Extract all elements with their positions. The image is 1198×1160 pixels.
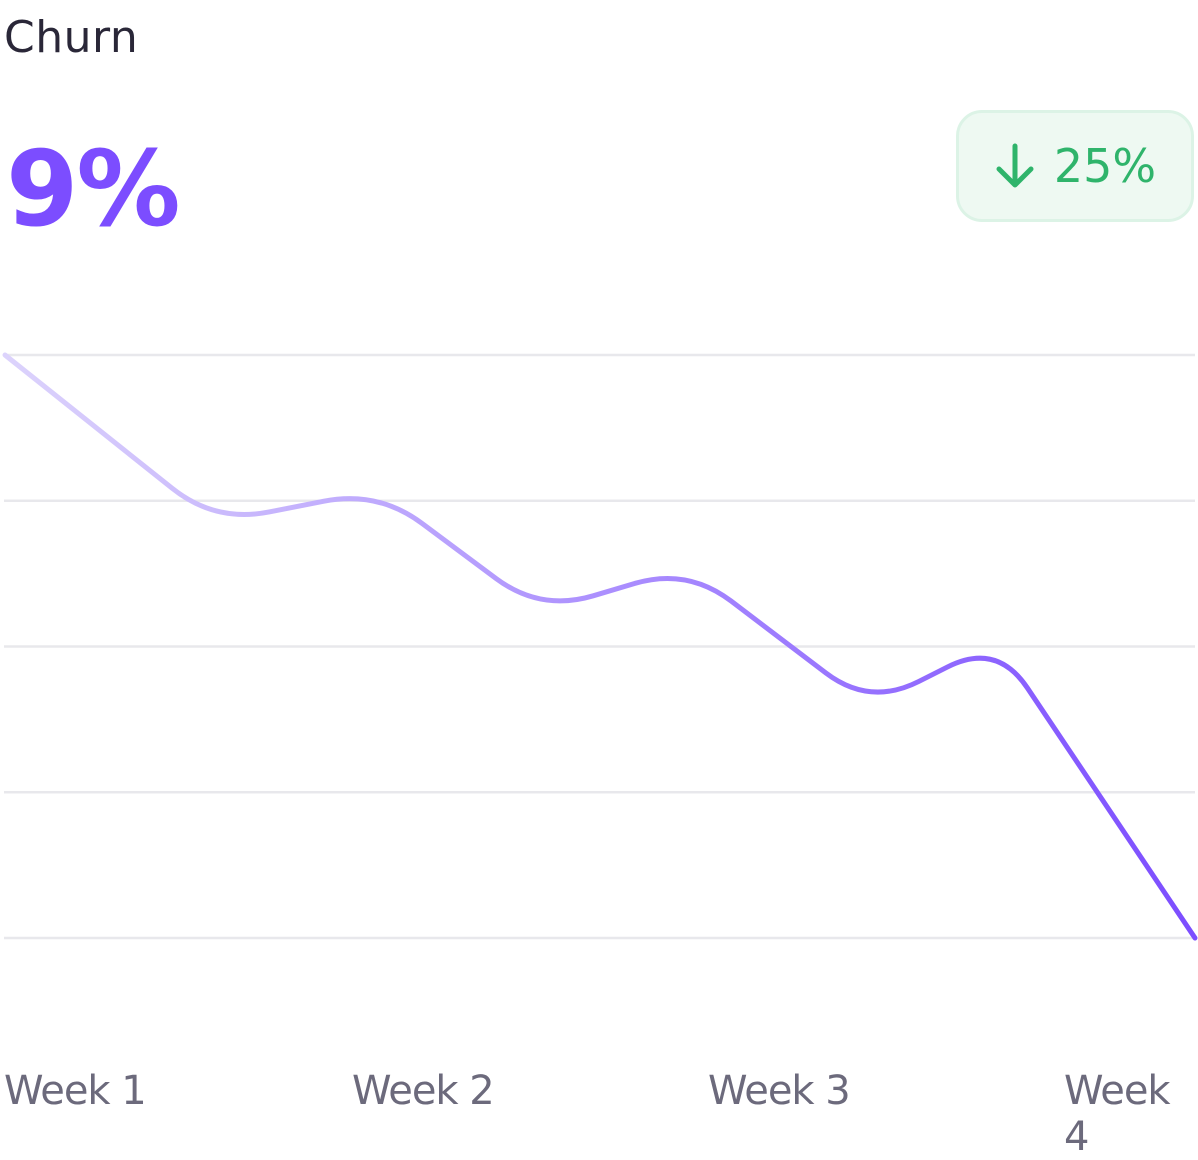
x-tick-label: Week 4	[1064, 1068, 1171, 1160]
card-title: Churn	[4, 12, 139, 63]
change-value: 25%	[1053, 139, 1157, 193]
change-badge: 25%	[956, 110, 1194, 222]
x-tick-label: Week 1	[4, 1068, 147, 1114]
arrow-down-icon	[996, 143, 1034, 188]
series-line	[2, 352, 1198, 941]
metric-value: 9%	[6, 128, 181, 250]
x-tick-label: Week 3	[708, 1068, 851, 1114]
line-chart	[2, 352, 1198, 941]
x-tick-label: Week 2	[352, 1068, 495, 1114]
